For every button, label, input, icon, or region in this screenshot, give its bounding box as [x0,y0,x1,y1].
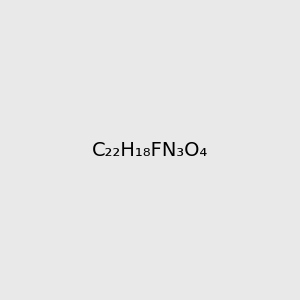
Text: C₂₂H₁₈FN₃O₄: C₂₂H₁₈FN₃O₄ [92,140,208,160]
